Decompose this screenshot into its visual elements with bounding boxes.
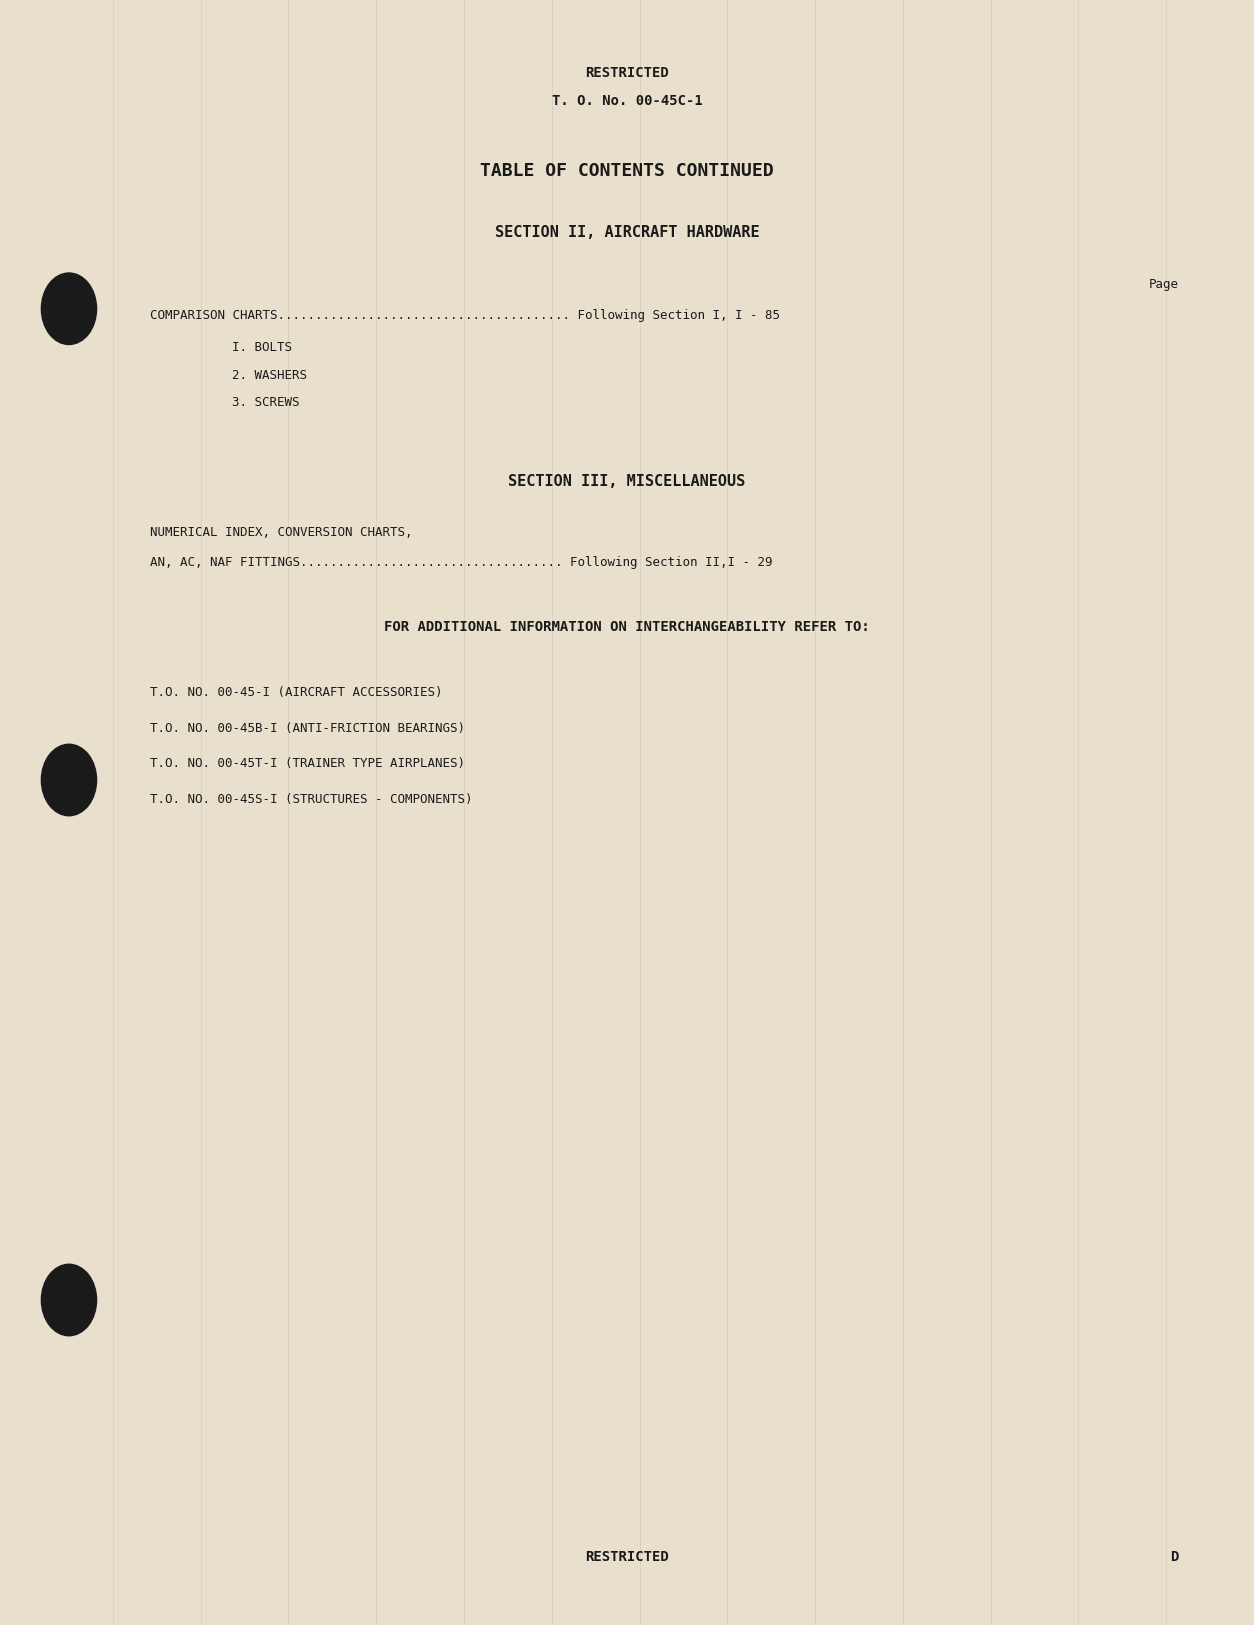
Text: 3. SCREWS: 3. SCREWS: [232, 396, 300, 410]
Text: T.O. NO. 00-45B-I (ANTI-FRICTION BEARINGS): T.O. NO. 00-45B-I (ANTI-FRICTION BEARING…: [150, 722, 465, 734]
Circle shape: [41, 744, 97, 816]
Text: TABLE OF CONTENTS CONTINUED: TABLE OF CONTENTS CONTINUED: [480, 161, 774, 180]
Text: COMPARISON CHARTS....................................... Following Section I, I : COMPARISON CHARTS.......................…: [150, 309, 780, 322]
Text: RESTRICTED: RESTRICTED: [586, 1550, 668, 1563]
Text: Page: Page: [1149, 278, 1179, 291]
Text: SECTION II, AIRCRAFT HARDWARE: SECTION II, AIRCRAFT HARDWARE: [494, 224, 760, 240]
Text: T. O. No. 00-45C-1: T. O. No. 00-45C-1: [552, 94, 702, 107]
Circle shape: [41, 1264, 97, 1336]
Text: I. BOLTS: I. BOLTS: [232, 341, 292, 354]
Text: AN, AC, NAF FITTINGS................................... Following Section II,I -: AN, AC, NAF FITTINGS....................…: [150, 556, 772, 569]
Text: T.O. NO. 00-45T-I (TRAINER TYPE AIRPLANES): T.O. NO. 00-45T-I (TRAINER TYPE AIRPLANE…: [150, 757, 465, 770]
Text: FOR ADDITIONAL INFORMATION ON INTERCHANGEABILITY REFER TO:: FOR ADDITIONAL INFORMATION ON INTERCHANG…: [384, 621, 870, 634]
Text: D: D: [1170, 1550, 1179, 1563]
Text: T.O. NO. 00-45S-I (STRUCTURES - COMPONENTS): T.O. NO. 00-45S-I (STRUCTURES - COMPONEN…: [150, 793, 473, 806]
Text: 2. WASHERS: 2. WASHERS: [232, 369, 307, 382]
Circle shape: [41, 273, 97, 344]
Text: SECTION III, MISCELLANEOUS: SECTION III, MISCELLANEOUS: [508, 473, 746, 489]
Text: RESTRICTED: RESTRICTED: [586, 67, 668, 80]
Text: T.O. NO. 00-45-I (AIRCRAFT ACCESSORIES): T.O. NO. 00-45-I (AIRCRAFT ACCESSORIES): [150, 686, 443, 699]
Text: NUMERICAL INDEX, CONVERSION CHARTS,: NUMERICAL INDEX, CONVERSION CHARTS,: [150, 526, 413, 540]
